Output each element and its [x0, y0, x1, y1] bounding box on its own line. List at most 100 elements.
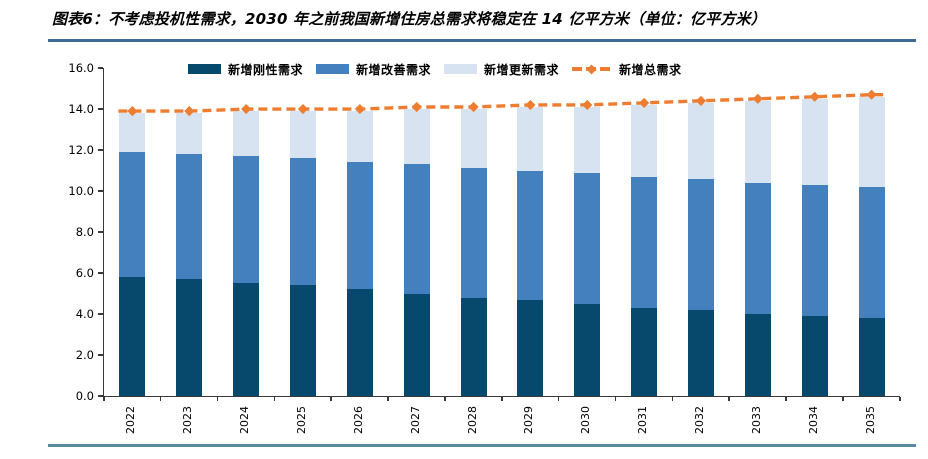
bar-segment: [744, 182, 771, 314]
bar-segment: [517, 170, 544, 300]
x-tick-label: 2023: [181, 406, 195, 434]
x-tick-label: 2028: [465, 406, 479, 434]
bar-segment: [290, 111, 316, 159]
bar-segment: [176, 113, 203, 155]
y-tick-mark: [98, 313, 103, 315]
bar-segment: [460, 168, 487, 298]
bar-segment: [574, 172, 601, 304]
bar-segment: [119, 113, 146, 153]
y-tick-label: 0.0: [75, 389, 94, 403]
legend-dash: [600, 67, 611, 71]
bar-segment: [403, 293, 430, 396]
x-tick-label: 2029: [522, 406, 536, 434]
bar-segment: [233, 156, 260, 284]
bar-segment: [460, 109, 487, 169]
x-tick-label: 2031: [636, 406, 650, 434]
x-tick-label: 2035: [863, 406, 877, 434]
x-tick-mark: [273, 397, 276, 401]
bar-segment: [858, 96, 885, 187]
legend: 新增刚性需求 新增改善需求 新增更新需求 新增总需求: [188, 61, 682, 77]
x-tick-mark: [671, 397, 674, 401]
bar-segment: [858, 318, 885, 396]
x-tick-label: 2034: [806, 406, 820, 434]
bar-segment: [403, 109, 430, 165]
y-tick-label: 12.0: [68, 143, 94, 157]
legend-label: 新增刚性需求: [228, 62, 304, 77]
x-tick-mark: [842, 397, 844, 401]
y-tick-label: 14.0: [68, 102, 94, 116]
x-tick-mark: [444, 397, 446, 401]
bar-segment: [688, 102, 714, 179]
title-divider: [48, 39, 916, 42]
figure-title: 图表6：不考虑投机性需求，2030 年之前我国新增住房总需求将稳定在 14 亿平…: [52, 10, 766, 28]
bar-segment: [119, 277, 146, 396]
bar-segment: [631, 307, 658, 396]
bar-segment: [517, 299, 544, 396]
diamond-marker: [582, 99, 593, 111]
bottom-divider: [48, 444, 916, 447]
total-demand-dashed-line: [118, 93, 886, 113]
x-tick-label: 2025: [295, 406, 308, 434]
bar-segment: [346, 162, 373, 290]
y-tick-label: 16.0: [68, 61, 94, 75]
diamond-marker: [297, 103, 309, 115]
plot-area: [103, 68, 900, 397]
bar-segment: [290, 285, 316, 396]
y-tick-mark: [98, 395, 103, 397]
bar-segment: [346, 289, 373, 396]
diamond-marker: [411, 101, 422, 113]
x-tick-label: 2022: [124, 406, 138, 434]
bar-segment: [801, 98, 828, 185]
bar-segment: [801, 316, 828, 396]
y-tick-label: 2.0: [75, 348, 94, 362]
bar-segment: [290, 158, 316, 286]
x-tick-label: 2027: [408, 406, 422, 434]
x-tick-label: 2033: [749, 406, 763, 434]
bar-segment: [858, 186, 885, 319]
legend-color-swatch: [316, 64, 350, 74]
x-tick-mark: [557, 397, 560, 401]
x-tick-mark: [159, 397, 162, 401]
total-demand-line: [118, 89, 886, 117]
y-tick-label: 8.0: [75, 225, 94, 239]
bar-segment: [574, 106, 601, 173]
x-tick-mark: [785, 397, 787, 401]
x-tick-label: 2026: [351, 406, 365, 434]
bar-segment: [403, 164, 430, 294]
bar-segment: [233, 111, 260, 157]
bars-layer: [104, 68, 900, 396]
diamond-marker: [184, 106, 195, 117]
bar-segment: [688, 178, 714, 310]
diamond-marker: [241, 103, 252, 115]
legend-item: 新增刚性需求: [188, 61, 303, 78]
legend-dashed-line-swatch: [572, 64, 612, 74]
diamond-marker: [809, 91, 820, 102]
x-tick-mark: [330, 397, 332, 401]
legend-item: 新增改善需求: [316, 61, 431, 78]
bar-segment: [119, 152, 146, 278]
bar-segment: [460, 297, 487, 396]
y-tick-mark: [98, 149, 103, 151]
y-tick-label: 6.0: [75, 266, 94, 280]
bar-segment: [744, 100, 771, 183]
x-tick-mark: [501, 397, 503, 401]
legend-dash: [572, 67, 583, 71]
y-tick-mark: [98, 231, 103, 233]
y-tick-label: 4.0: [75, 307, 94, 321]
diamond-marker: [525, 99, 536, 111]
bar-segment: [574, 303, 601, 396]
x-tick-mark: [103, 397, 105, 401]
x-tick-mark: [216, 397, 219, 401]
legend-color-swatch: [444, 64, 478, 74]
diamond-marker: [354, 103, 365, 115]
legend-item: 新增更新需求: [444, 61, 559, 78]
y-tick-mark: [98, 190, 103, 192]
legend-label: 新增改善需求: [356, 62, 432, 77]
legend-label: 新增总需求: [619, 62, 682, 77]
diamond-marker: [695, 95, 707, 106]
bar-segment: [631, 104, 658, 177]
diamond-marker: [468, 101, 479, 113]
diamond-marker: [866, 89, 877, 100]
